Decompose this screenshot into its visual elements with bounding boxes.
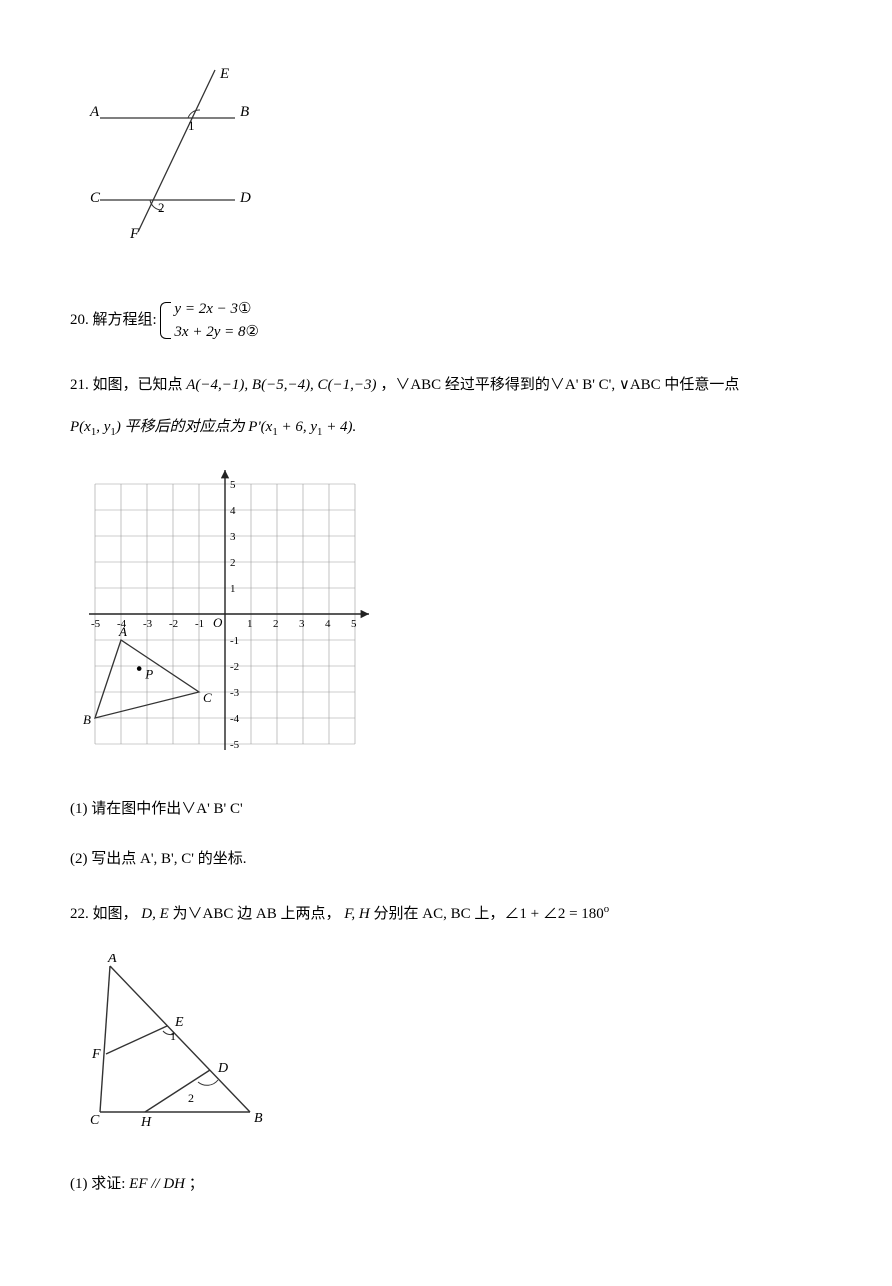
svg-text:-1: -1: [195, 618, 204, 630]
subquestion-2: (2) 写出点 A', B', C' 的坐标.: [70, 851, 246, 867]
coordinate-grid: xyO-5-4-3-2-112345-5-4-3-2-112345ABCP: [70, 469, 370, 759]
svg-text:C: C: [203, 690, 212, 705]
subquestion-1-suffix: ；: [189, 1176, 204, 1192]
svg-text:1: 1: [247, 618, 253, 630]
svg-text:A: A: [118, 624, 127, 639]
svg-text:-5: -5: [91, 618, 101, 630]
svg-text:-1: -1: [230, 635, 239, 647]
svg-text:2: 2: [230, 557, 236, 569]
svg-text:B: B: [254, 1111, 263, 1126]
svg-text:A: A: [89, 104, 100, 120]
eq2-tag: ②: [245, 321, 258, 344]
svg-text:P: P: [144, 667, 153, 682]
svg-text:H: H: [140, 1115, 152, 1130]
text: + 6, y: [278, 419, 317, 435]
eq1-tag: ①: [238, 298, 251, 321]
problem-number: 21.: [70, 377, 89, 393]
svg-text:-5: -5: [230, 739, 240, 751]
svg-text:1: 1: [188, 118, 195, 133]
equation-system: y = 2x − 3① 3x + 2y = 8②: [160, 298, 259, 343]
svg-text:D: D: [239, 190, 251, 206]
subquestion-1-prefix: (1) 求证:: [70, 1176, 129, 1192]
points-DE: D, E: [141, 906, 169, 922]
svg-text:4: 4: [325, 618, 331, 630]
svg-text:O: O: [213, 615, 223, 630]
points-FH: F, H: [344, 906, 370, 922]
svg-text:3: 3: [230, 531, 236, 543]
text: 为∨ABC 边 AB 上两点，: [173, 906, 341, 922]
svg-text:E: E: [219, 66, 229, 82]
fig22-svg: A B C E D F H 1 2: [70, 954, 270, 1134]
text: , y: [96, 419, 110, 435]
svg-text:5: 5: [230, 479, 236, 491]
svg-text:B: B: [83, 712, 91, 727]
svg-text:D: D: [217, 1061, 228, 1076]
svg-text:2: 2: [273, 618, 279, 630]
text: + 4).: [322, 419, 356, 435]
svg-text:1: 1: [230, 583, 236, 595]
fig19-svg: A B C D E F 1 2: [70, 60, 260, 260]
svg-text:2: 2: [158, 200, 165, 215]
svg-text:-3: -3: [143, 618, 153, 630]
subquestion-1-math: EF // DH: [129, 1176, 185, 1192]
problem-number: 20.: [70, 312, 89, 328]
point-P: P(x: [70, 419, 91, 435]
subquestion-1: (1) 请在图中作出∨A' B' C': [70, 801, 243, 817]
svg-text:2: 2: [188, 1091, 194, 1105]
svg-text:C: C: [90, 1113, 100, 1128]
problem-21: 21. 如图，已知点 A(−4,−1), B(−5,−4), C(−1,−3) …: [70, 373, 822, 871]
figure-19: A B C D E F 1 2: [70, 60, 822, 268]
text: 分别在 AC, BC 上，∠1 + ∠2 = 180: [374, 906, 604, 922]
text: ，∨ABC 经过平移得到的∨A' B' C', ∨ABC 中任意一点: [380, 377, 739, 393]
text: 如图，已知点: [93, 377, 187, 393]
svg-text:A: A: [107, 954, 117, 966]
svg-text:E: E: [174, 1015, 184, 1030]
problem-label: 解方程组:: [93, 312, 157, 328]
svg-text:-2: -2: [169, 618, 178, 630]
problem-number: 22.: [70, 906, 89, 922]
equation-1: y = 2x − 3: [174, 301, 238, 317]
svg-text:-3: -3: [230, 687, 240, 699]
problem-22: 22. 如图， D, E 为∨ABC 边 AB 上两点， F, H 分别在 AC…: [70, 901, 822, 1196]
problem-20: 20. 解方程组: y = 2x − 3① 3x + 2y = 8②: [70, 298, 822, 343]
svg-text:C: C: [90, 190, 101, 206]
text: 如图，: [93, 906, 138, 922]
equation-2: 3x + 2y = 8: [174, 324, 245, 340]
svg-text:1: 1: [170, 1029, 176, 1043]
degree: o: [604, 903, 609, 915]
svg-text:-4: -4: [230, 713, 240, 725]
svg-text:4: 4: [230, 505, 236, 517]
points: A(−4,−1), B(−5,−4), C(−1,−3): [186, 377, 376, 393]
svg-text:3: 3: [299, 618, 305, 630]
svg-text:B: B: [240, 104, 249, 120]
svg-text:F: F: [91, 1047, 101, 1062]
svg-text:-2: -2: [230, 661, 239, 673]
svg-text:F: F: [129, 226, 140, 242]
svg-text:5: 5: [351, 618, 357, 630]
text: ) 平移后的对应点为 P'(x: [116, 419, 273, 435]
figure-21-grid: xyO-5-4-3-2-112345-5-4-3-2-112345ABCP: [70, 469, 822, 767]
figure-22: A B C E D F H 1 2: [70, 954, 822, 1142]
